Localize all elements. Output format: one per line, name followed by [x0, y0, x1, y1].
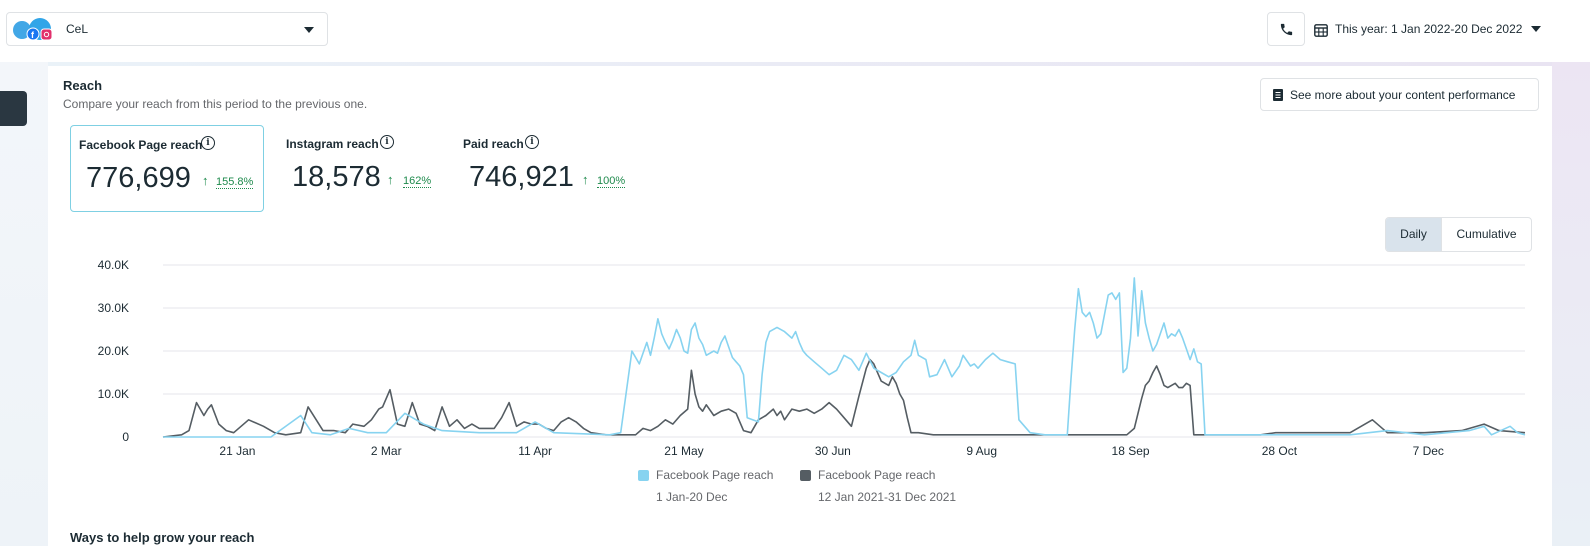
card-subtitle: Compare your reach from this period to t… [63, 97, 368, 111]
see-more-label: See more about your content performance [1290, 88, 1516, 102]
series-line-previous-period[interactable] [162, 358, 1526, 438]
legend-series-name: Facebook Page reach [656, 468, 774, 482]
info-icon[interactable]: i [380, 135, 394, 149]
chevron-down-icon [304, 27, 314, 33]
date-range-label: This year: 1 Jan 2022-20 Dec 2022 [1335, 22, 1523, 36]
daily-toggle-button[interactable]: Daily [1386, 218, 1442, 251]
chevron-down-icon [1531, 26, 1541, 32]
metric-paid-reach[interactable]: Paid reach i 746,921 ↑ 100% [455, 125, 645, 212]
legend-swatch-previous [800, 470, 811, 481]
metric-change[interactable]: 155.8% [216, 176, 254, 189]
x-tick-label: 21 May [664, 444, 703, 458]
sidebar-collapsed-item[interactable] [0, 91, 27, 126]
see-more-content-performance-button[interactable]: See more about your content performance [1260, 78, 1539, 111]
x-tick-label: 18 Sep [1112, 444, 1150, 458]
cumulative-toggle-button[interactable]: Cumulative [1456, 227, 1517, 241]
view-toggle: Daily Cumulative [1385, 217, 1532, 252]
legend-swatch-current [638, 470, 649, 481]
reach-chart-svg: 0 10.0K 20.0K 30.0K 40.0K 21 Jan 2 Mar 11 Apr 21… [98, 258, 1526, 458]
info-icon[interactable]: i [201, 136, 215, 150]
y-tick-label: 30.0K [98, 301, 129, 315]
left-sidebar [0, 62, 48, 546]
metric-label: Instagram reach [286, 137, 379, 151]
y-tick-label: 20.0K [98, 344, 129, 358]
x-tick-label: 21 Jan [219, 444, 255, 458]
metric-value: 776,699 [86, 162, 191, 194]
metric-label: Facebook Page reach [79, 138, 203, 152]
arrow-up-icon: ↑ [202, 173, 209, 188]
document-icon [1273, 89, 1283, 101]
account-selector[interactable]: f CeL [6, 12, 328, 46]
phone-icon [1280, 23, 1293, 36]
svg-text:f: f [31, 30, 35, 40]
legend-series-range: 12 Jan 2021-31 Dec 2021 [818, 490, 957, 504]
metric-instagram-reach[interactable]: Instagram reach i 18,578 ↑ 162% [278, 125, 448, 212]
arrow-up-icon: ↑ [387, 172, 394, 187]
metric-label: Paid reach [463, 137, 524, 151]
x-tick-label: 28 Oct [1262, 444, 1298, 458]
metric-facebook-page-reach[interactable]: Facebook Page reach i 776,699 ↑ 155.8% [70, 125, 264, 212]
phone-button[interactable] [1267, 12, 1305, 46]
date-range-selector[interactable]: This year: 1 Jan 2022-20 Dec 2022 [1310, 12, 1550, 46]
reach-card: Reach Compare your reach from this perio… [48, 66, 1552, 546]
metric-value: 746,921 [469, 161, 574, 193]
calendar-icon [1314, 24, 1328, 37]
card-title: Reach [63, 78, 103, 93]
account-name: CeL [66, 22, 89, 36]
x-tick-label: 7 Dec [1413, 444, 1444, 458]
legend-series-range: 1 Jan-20 Dec [656, 490, 728, 504]
y-tick-label: 10.0K [98, 387, 129, 401]
y-tick-label: 0 [122, 430, 129, 444]
top-bar: f CeL This year: 1 Jan 2022-20 Dec 2022 [0, 0, 1590, 62]
right-background [1552, 62, 1590, 546]
y-tick-label: 40.0K [98, 258, 129, 272]
x-tick-label: 30 Jun [815, 444, 851, 458]
metric-change[interactable]: 162% [403, 175, 432, 188]
facebook-icon: f [13, 18, 53, 41]
info-icon[interactable]: i [525, 135, 539, 149]
reach-chart: 0 10.0K 20.0K 30.0K 40.0K 21 Jan 2 Mar 11 Apr 21… [48, 250, 1552, 510]
content-top-edge [48, 62, 1552, 66]
legend-series-name: Facebook Page reach [818, 468, 936, 482]
x-tick-label: 2 Mar [371, 444, 402, 458]
series-line-current-period[interactable] [163, 277, 1526, 438]
metric-change[interactable]: 100% [597, 175, 626, 188]
metric-value: 18,578 [292, 161, 381, 193]
x-tick-label: 9 Aug [966, 444, 997, 458]
grow-reach-heading: Ways to help grow your reach [70, 530, 255, 545]
arrow-up-icon: ↑ [582, 172, 589, 187]
x-tick-label: 11 Apr [518, 444, 552, 458]
